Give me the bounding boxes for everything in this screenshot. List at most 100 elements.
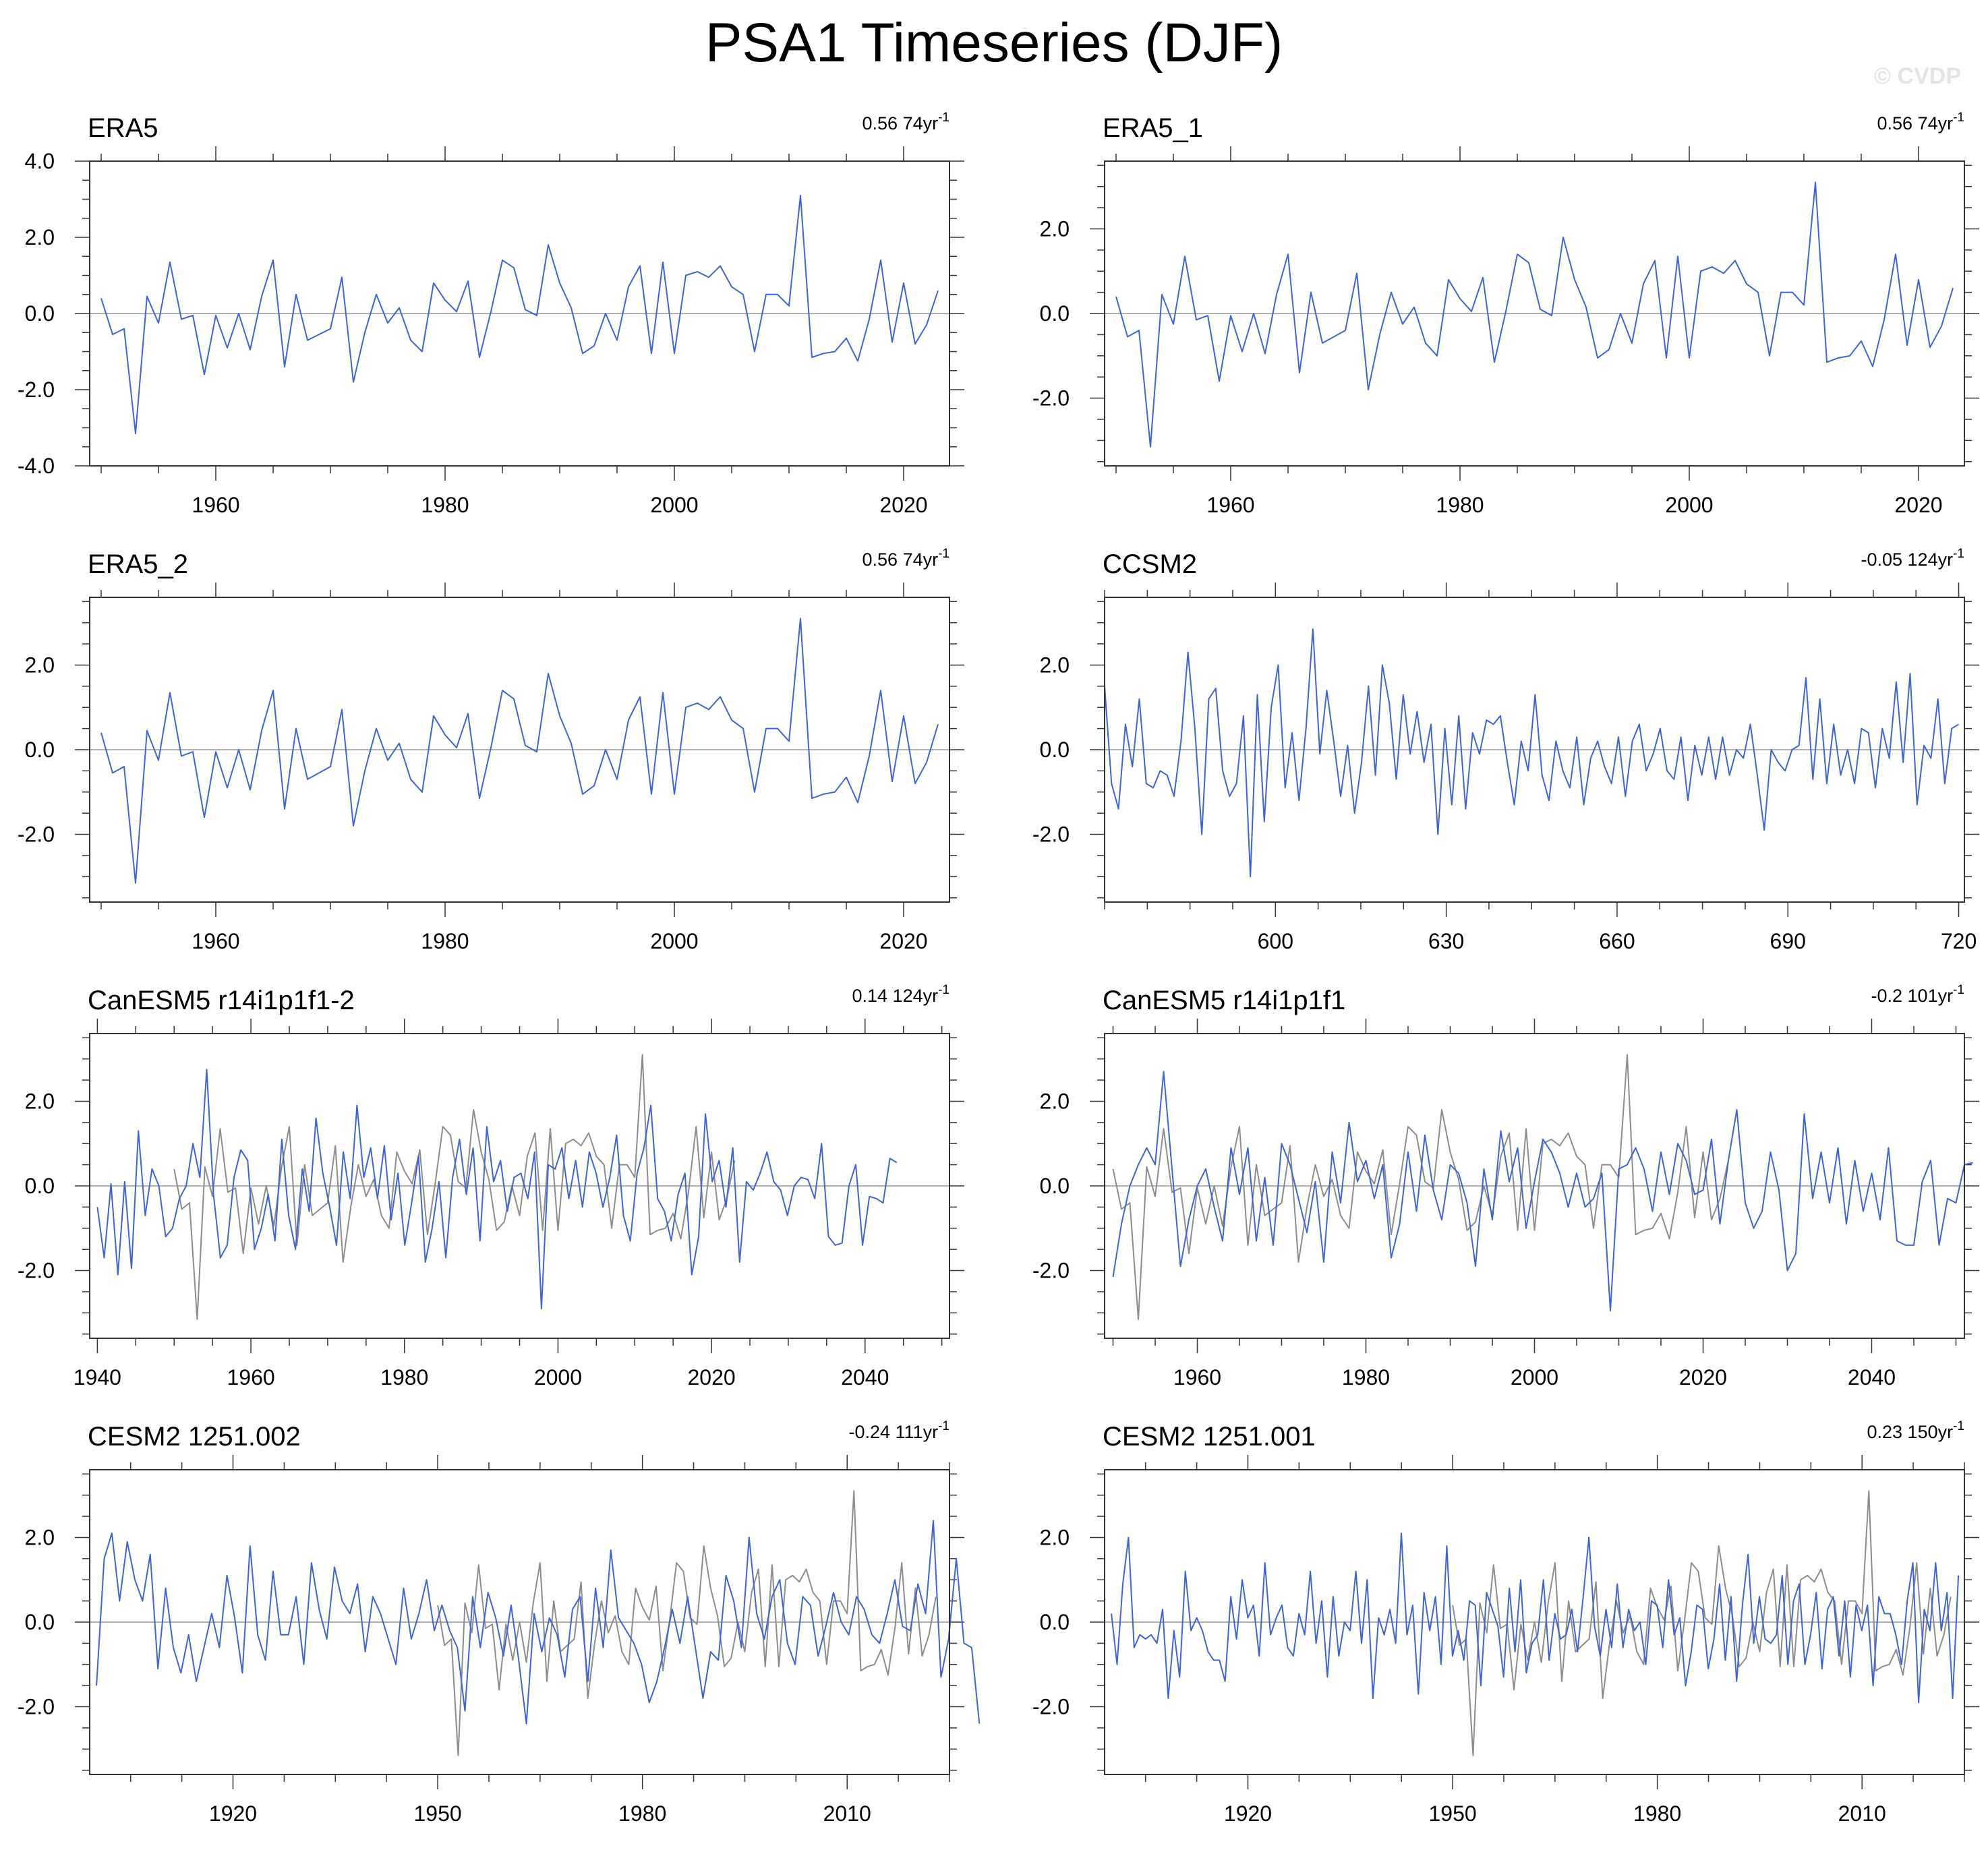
model-series-line (100, 194, 939, 434)
y-tick-label: 0.0 (1040, 1610, 1070, 1634)
trend-superscript: -1 (938, 983, 949, 997)
y-tick-label: 2.0 (25, 225, 55, 249)
x-tick-label: 1980 (1633, 1801, 1681, 1826)
x-tick-label: 1960 (1206, 493, 1254, 517)
y-tick-label: 0.0 (1040, 301, 1070, 326)
x-tick-label: 690 (1770, 929, 1806, 953)
x-tick-label: 660 (1599, 929, 1635, 953)
trend-value: 0.23 150yr (1867, 1422, 1954, 1442)
x-tick-label: 1980 (421, 929, 469, 953)
y-tick-label: -2.0 (1032, 386, 1070, 411)
trend-superscript: -1 (938, 547, 949, 561)
observation-series-line (1112, 1054, 1729, 1320)
x-tick-label: 1950 (413, 1801, 461, 1826)
x-tick-label: 1980 (1436, 493, 1484, 517)
y-tick-label: 2.0 (25, 1525, 55, 1549)
y-tick-label: 2.0 (25, 1089, 55, 1113)
x-tick-label: 1920 (209, 1801, 257, 1826)
model-series-line (1115, 181, 1954, 448)
y-tick-label: -2.0 (1032, 823, 1070, 847)
y-tick-label: 2.0 (25, 653, 55, 677)
page-title: PSA1 Timeseries (DJF) (705, 12, 1283, 73)
x-tick-label: 2000 (650, 929, 698, 953)
plot-frame (89, 597, 950, 903)
panel-title: CanESM5 r14i1p1f1-2 (88, 986, 355, 1015)
x-tick-label: 1920 (1224, 1801, 1272, 1826)
observation-series-line (173, 1054, 736, 1320)
trend-superscript: -1 (938, 1419, 949, 1433)
x-tick-label: 1960 (192, 929, 239, 953)
plot-frame (89, 1033, 950, 1339)
trend-value: -0.24 111yr (849, 1422, 939, 1442)
chart-panel-2: -2.0 0.0 2.0 1960 1980 2000 2020 ERA5_1 0.56 74y… (1032, 111, 1979, 517)
trend-label: 0.56 74yr-1 (863, 547, 949, 570)
panel-title: ERA5_1 (1103, 113, 1203, 143)
x-tick-label: 2000 (1511, 1365, 1558, 1390)
trend-value: 0.14 124yr (852, 986, 939, 1006)
x-tick-label: 1980 (421, 493, 469, 517)
x-tick-label: 720 (1941, 929, 1977, 953)
panel-title: CESM2 1251.002 (88, 1422, 301, 1452)
trend-value: -0.2 101yr (1871, 986, 1954, 1006)
chart-panel-1: -4.0 -2.0 0.0 2.0 4.0 1960 1980 2000 2020 ERA5 0.5… (18, 111, 964, 517)
trend-superscript: -1 (1953, 983, 1964, 997)
y-tick-label: 4.0 (25, 149, 55, 173)
panel-title: CanESM5 r14i1p1f1 (1103, 986, 1345, 1015)
trend-label: 0.56 74yr-1 (863, 111, 949, 133)
trend-superscript: -1 (938, 111, 949, 125)
model-series-line (96, 1069, 898, 1310)
y-tick-label: -2.0 (18, 1695, 55, 1719)
model-series-line (96, 1520, 981, 1725)
y-tick-label: 0.0 (1040, 1174, 1070, 1198)
trend-value: 0.56 74yr (863, 549, 939, 570)
trend-value: -0.05 124yr (1861, 549, 1954, 570)
panel-title: ERA5 (88, 113, 158, 143)
y-tick-label: -2.0 (18, 823, 55, 847)
trend-value: 0.56 74yr (1877, 113, 1954, 133)
trend-value: 0.56 74yr (863, 113, 939, 133)
trend-superscript: -1 (1953, 111, 1964, 125)
trend-superscript: -1 (1953, 547, 1964, 561)
observation-series-line (437, 1490, 937, 1756)
x-tick-label: 2000 (1665, 493, 1713, 517)
y-tick-label: -2.0 (1032, 1259, 1070, 1283)
plot-frame (1104, 160, 1965, 467)
x-tick-label: 2020 (879, 929, 927, 953)
chart-panel-6: -2.0 0.0 2.0 1960 1980 2000 2020 2040 CanESM5 r1… (1032, 983, 1979, 1390)
x-tick-label: 2020 (1894, 493, 1942, 517)
y-tick-label: 0.0 (25, 738, 55, 762)
x-tick-label: 2040 (841, 1365, 889, 1390)
plot-frame (1104, 1033, 1965, 1339)
plot-frame (89, 160, 950, 467)
model-series-line (1112, 1071, 1973, 1312)
watermark: © CVDP (1874, 63, 1961, 89)
panel-title: ERA5_2 (88, 549, 188, 579)
model-series-line (1104, 628, 1960, 878)
y-tick-label: 2.0 (1040, 216, 1070, 241)
y-tick-label: 0.0 (25, 1174, 55, 1198)
x-tick-label: 600 (1258, 929, 1293, 953)
x-tick-label: 1980 (618, 1801, 666, 1826)
observation-series-line (1452, 1490, 1952, 1756)
y-tick-label: -2.0 (1032, 1695, 1070, 1719)
chart-panel-4: -2.0 0.0 2.0 600 630 660 690 720 CCSM2 -0.05 124y… (1032, 547, 1979, 953)
trend-label: -0.2 101yr-1 (1871, 983, 1964, 1006)
x-tick-label: 2040 (1848, 1365, 1896, 1390)
x-tick-label: 1940 (74, 1365, 121, 1390)
x-tick-label: 1980 (1342, 1365, 1390, 1390)
y-tick-label: 0.0 (1040, 738, 1070, 762)
trend-label: -0.24 111yr-1 (849, 1419, 949, 1442)
plot-frame (89, 1469, 950, 1775)
model-series-line (100, 618, 939, 884)
y-tick-label: -2.0 (18, 1259, 55, 1283)
trend-label: 0.56 74yr-1 (1877, 111, 1964, 133)
x-tick-label: 1950 (1428, 1801, 1476, 1826)
x-tick-label: 1980 (380, 1365, 428, 1390)
chart-panel-3: -2.0 0.0 2.0 1960 1980 2000 2020 ERA5_2 0.56 74y… (18, 547, 964, 953)
plot-frame (1104, 597, 1965, 903)
y-tick-label: 0.0 (25, 1610, 55, 1634)
x-tick-label: 1960 (192, 493, 239, 517)
plot-frame (1104, 1469, 1965, 1775)
model-series-line (1111, 1532, 1960, 1704)
